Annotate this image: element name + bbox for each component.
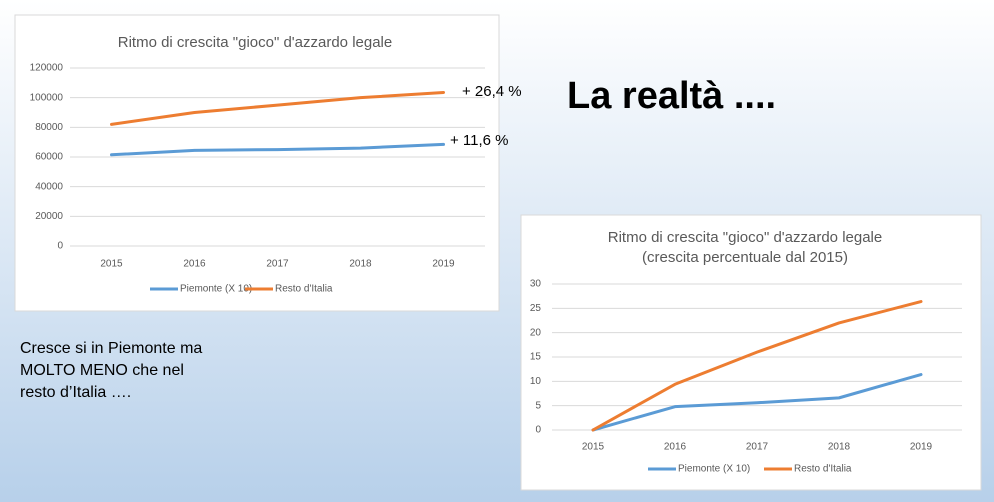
y-tick-label: 30 [530,279,542,290]
series-line [591,373,923,432]
x-tick-label: 2015 [100,259,123,270]
chart-title: Ritmo di crescita "gioco" d'azzardo lega… [608,229,882,246]
chart-panel [14,14,500,312]
note-line: MOLTO MENO che nel [20,362,184,379]
y-tick-label: 40000 [35,181,63,192]
y-tick-label: 60000 [35,152,63,163]
legend-label: Resto d'Italia [794,464,852,475]
x-tick-label: 2018 [828,442,851,453]
legend-label: Piemonte (X 10) [678,464,750,475]
series-line [110,142,445,157]
y-tick-label: 20000 [35,211,63,222]
annotation: + 26,4 % [462,83,522,100]
x-tick-label: 2019 [432,259,455,270]
y-tick-label: 15 [530,352,542,363]
y-tick-label: 5 [535,400,541,411]
legend-label: Resto d'Italia [275,284,333,295]
legend-label: Piemonte (X 10) [180,284,252,295]
note-line: Cresce si in Piemonte ma [20,340,202,357]
chart-title: (crescita percentuale dal 2015) [642,249,848,266]
y-tick-label: 0 [535,425,541,436]
series-line [591,300,923,432]
y-tick-label: 20 [530,327,542,338]
y-tick-label: 0 [57,241,63,252]
x-tick-label: 2017 [266,259,289,270]
y-tick-label: 80000 [35,122,63,133]
y-tick-label: 100000 [30,92,64,103]
x-tick-label: 2018 [349,259,372,270]
chart-panel [520,214,982,491]
x-tick-label: 2016 [183,259,206,270]
y-tick-label: 25 [530,303,542,314]
heading: La realtà .... [567,75,776,117]
x-tick-label: 2016 [664,442,687,453]
annotation: + 11,6 % [450,132,509,149]
note-line: resto d’Italia …. [20,384,131,401]
y-tick-label: 120000 [30,63,64,74]
y-tick-label: 10 [530,376,542,387]
series-line [110,90,445,126]
x-tick-label: 2015 [582,442,605,453]
chart-title: Ritmo di crescita "gioco" d'azzardo lega… [118,34,392,51]
x-tick-label: 2019 [910,442,933,453]
x-tick-label: 2017 [746,442,769,453]
